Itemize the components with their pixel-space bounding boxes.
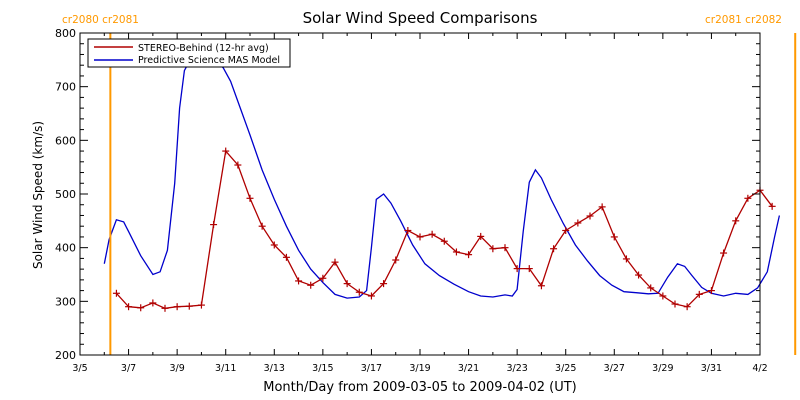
data-point bbox=[732, 217, 740, 225]
data-point bbox=[720, 249, 728, 257]
data-point bbox=[270, 241, 278, 249]
data-point bbox=[695, 290, 703, 298]
data-point bbox=[744, 194, 752, 202]
y-tick-label: 800 bbox=[55, 27, 76, 40]
data-point bbox=[149, 299, 157, 307]
data-point bbox=[234, 161, 242, 169]
data-point bbox=[683, 303, 691, 311]
data-point bbox=[525, 265, 533, 273]
y-tick-label: 300 bbox=[55, 295, 76, 308]
data-point bbox=[222, 147, 230, 155]
data-point bbox=[428, 230, 436, 238]
y-tick-label: 400 bbox=[55, 242, 76, 255]
data-point bbox=[598, 203, 606, 211]
data-point bbox=[610, 233, 618, 241]
data-point bbox=[659, 292, 667, 300]
series-layer bbox=[103, 54, 781, 312]
data-point bbox=[343, 280, 351, 288]
series-line-0 bbox=[115, 149, 773, 309]
x-tick-label: 3/7 bbox=[121, 363, 136, 374]
data-point bbox=[768, 202, 776, 210]
data-point bbox=[671, 300, 679, 308]
data-point bbox=[307, 281, 315, 289]
data-point bbox=[173, 303, 181, 311]
x-axis-label: Month/Day from 2009-03-05 to 2009-04-02 … bbox=[263, 380, 576, 395]
data-point bbox=[622, 255, 630, 263]
x-tick-label: 4/2 bbox=[752, 363, 767, 374]
data-point bbox=[246, 194, 254, 202]
x-tick-label: 3/5 bbox=[72, 363, 87, 374]
carrington-label-0: cr2080 cr2081 bbox=[62, 14, 139, 26]
axis-ticks: 3/5 3/7 3/9 3/11 3/13 3/15 3/17 3/19 3/21 3/23 3/2… bbox=[55, 27, 768, 374]
data-point bbox=[392, 256, 400, 264]
legend-label-model: Predictive Science MAS Model bbox=[138, 55, 280, 66]
y-tick-label: 200 bbox=[55, 349, 76, 362]
data-point bbox=[513, 265, 521, 273]
x-tick-label: 3/21 bbox=[458, 363, 479, 374]
data-point bbox=[161, 304, 169, 312]
x-tick-label: 3/23 bbox=[506, 363, 527, 374]
data-point bbox=[295, 277, 303, 285]
carrington-markers: cr2080 cr2081 cr2081 cr2082 bbox=[62, 14, 797, 355]
data-point bbox=[185, 302, 193, 310]
data-point bbox=[319, 274, 327, 282]
y-tick-label: 500 bbox=[55, 188, 76, 201]
data-point bbox=[707, 287, 715, 295]
data-point bbox=[112, 289, 120, 297]
data-point bbox=[635, 271, 643, 279]
y-tick-label: 700 bbox=[55, 81, 76, 94]
x-tick-label: 3/27 bbox=[604, 363, 625, 374]
carrington-label-1: cr2081 cr2082 bbox=[705, 14, 782, 26]
data-point bbox=[574, 219, 582, 227]
x-tick-label: 3/17 bbox=[361, 363, 382, 374]
data-point bbox=[380, 280, 388, 288]
data-point bbox=[537, 282, 545, 290]
data-point bbox=[452, 248, 460, 256]
x-tick-label: 3/13 bbox=[264, 363, 285, 374]
data-point bbox=[282, 253, 290, 261]
data-point bbox=[465, 251, 473, 259]
data-point bbox=[210, 221, 218, 229]
x-tick-label: 3/19 bbox=[409, 363, 430, 374]
y-axis-label: Solar Wind Speed (km/s) bbox=[31, 121, 45, 269]
chart-title: Solar Wind Speed Comparisons bbox=[303, 9, 538, 27]
data-point bbox=[489, 245, 497, 253]
data-point bbox=[125, 303, 133, 311]
data-point bbox=[477, 232, 485, 240]
data-point bbox=[440, 237, 448, 245]
legend-label-stereo: STEREO-Behind (12-hr avg) bbox=[138, 43, 269, 54]
series-line-1 bbox=[103, 54, 781, 299]
legend: STEREO-Behind (12-hr avg) Predictive Sci… bbox=[87, 38, 291, 68]
data-point bbox=[586, 212, 594, 220]
data-point bbox=[355, 288, 363, 296]
x-tick-label: 3/11 bbox=[215, 363, 236, 374]
data-point bbox=[197, 301, 205, 309]
data-point bbox=[331, 258, 339, 266]
x-tick-label: 3/9 bbox=[169, 363, 184, 374]
data-point bbox=[416, 233, 424, 241]
data-point bbox=[404, 226, 412, 234]
data-point bbox=[258, 222, 266, 230]
x-tick-label: 3/15 bbox=[312, 363, 333, 374]
data-point bbox=[137, 304, 145, 312]
x-tick-label: 3/29 bbox=[652, 363, 673, 374]
data-point bbox=[501, 244, 509, 252]
x-tick-label: 3/25 bbox=[555, 363, 576, 374]
data-point bbox=[367, 292, 375, 300]
data-point bbox=[562, 226, 570, 234]
x-tick-label: 3/31 bbox=[701, 363, 722, 374]
data-point bbox=[550, 245, 558, 253]
legend-box bbox=[87, 38, 291, 68]
data-point bbox=[647, 284, 655, 292]
y-tick-label: 600 bbox=[55, 134, 76, 147]
